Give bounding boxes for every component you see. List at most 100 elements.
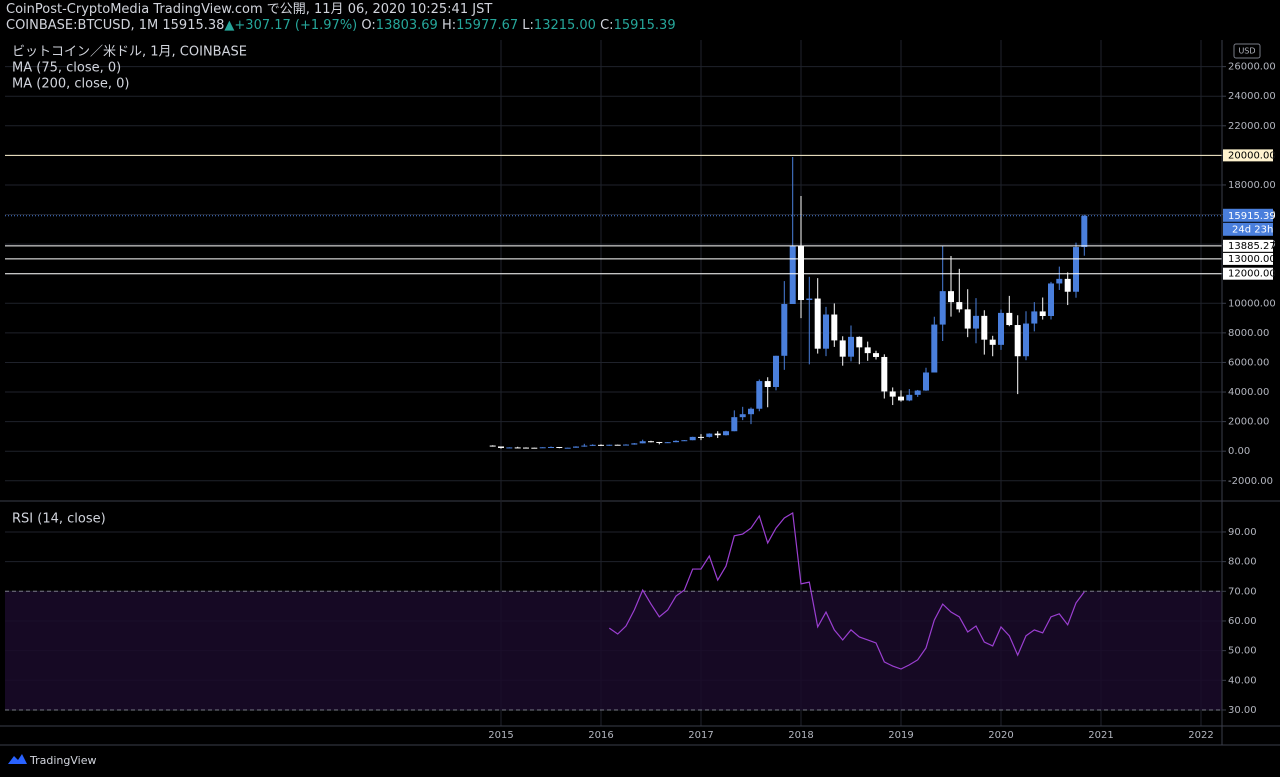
y-tick-label: -2000.00 <box>1228 476 1273 487</box>
candle-body <box>606 444 613 446</box>
candle-body <box>823 314 829 349</box>
level-label-bg <box>1223 252 1273 265</box>
candle-body <box>631 443 638 445</box>
candle-body <box>798 245 804 301</box>
candle-body <box>931 324 938 373</box>
candle-body <box>489 445 496 447</box>
candle-body <box>1081 215 1088 248</box>
y-tick-label: 70.00 <box>1228 586 1257 597</box>
candle-body <box>531 447 538 449</box>
candle-body <box>498 446 504 448</box>
candle-body <box>1056 278 1063 284</box>
y-tick-label: 26000.00 <box>1228 62 1276 73</box>
candle-body <box>781 304 788 356</box>
arrow: ▲ <box>224 18 235 33</box>
candle-body <box>1064 278 1071 292</box>
symbol-legend: ビットコイン／米ドル, 1月, COINBASE <box>12 45 247 60</box>
y-tick-label: 8000.00 <box>1228 328 1269 339</box>
candle-body <box>623 444 629 446</box>
publish-info: CoinPost-CryptoMedia TradingView.com で公開… <box>6 2 493 17</box>
y-tick-label: 10000.00 <box>1228 298 1276 309</box>
y-tick-label: 24000.00 <box>1228 91 1276 102</box>
candle-body <box>848 336 854 357</box>
level-label-bg <box>1223 267 1273 280</box>
change: +307.17 (+1.97%) <box>234 18 358 33</box>
candle-body <box>539 447 546 449</box>
candle-body <box>514 447 521 449</box>
candle-body <box>639 441 646 444</box>
candle-body <box>1031 311 1038 324</box>
logo <box>8 754 27 764</box>
candle-body <box>681 440 688 442</box>
y-tick-label: 60.00 <box>1228 616 1257 627</box>
candle-body <box>881 356 888 392</box>
candle-body <box>556 446 563 448</box>
x-tick-label: 2020 <box>988 730 1013 741</box>
x-tick-label: 2021 <box>1088 730 1113 741</box>
candle-body <box>506 447 513 449</box>
y-tick-label: 2000.00 <box>1228 417 1269 428</box>
candle-body <box>806 298 813 301</box>
ohlc-label: C: <box>600 18 614 33</box>
currency-label: USD <box>1238 47 1255 56</box>
candle-body <box>648 441 654 443</box>
level-label: 13000.00 <box>1228 254 1276 265</box>
candle-body <box>564 447 571 449</box>
candle-body <box>956 302 963 310</box>
symbol: COINBASE:BTCUSD, 1M <box>6 18 159 33</box>
candle-body <box>1039 311 1046 316</box>
candle-body <box>964 309 971 329</box>
header-line: COINBASE:BTCUSD, 1M 15915.38▲+307.17 (+1… <box>6 18 676 34</box>
candle-body <box>898 396 904 401</box>
candle-body <box>856 336 863 348</box>
candle-body <box>1073 247 1079 292</box>
candle-body <box>581 445 588 447</box>
y-tick-label: 40.00 <box>1228 675 1257 686</box>
currency-box <box>1233 43 1261 59</box>
candle-body <box>939 291 946 325</box>
candle-body <box>789 245 796 305</box>
ohlc-value: 15977.67 <box>456 18 519 33</box>
candle-body <box>948 291 954 303</box>
last-price-label: 15915.39 <box>1228 211 1276 222</box>
candle-body <box>873 353 879 357</box>
candle-body <box>673 440 679 443</box>
x-tick-label: 2016 <box>588 730 613 741</box>
ohlc-label: H: <box>441 18 457 33</box>
candle-body <box>981 315 988 340</box>
y-tick-label: 80.00 <box>1228 557 1257 568</box>
candle-body <box>998 312 1004 345</box>
x-tick-label: 2022 <box>1188 730 1213 741</box>
candle-body <box>814 298 821 349</box>
level-label-bg <box>1223 239 1273 252</box>
candle-body <box>1048 283 1054 316</box>
candle-body <box>714 433 721 436</box>
rsi-band <box>5 591 1222 710</box>
indicator-legend: MA (75, close, 0) <box>12 61 121 76</box>
ohlc-label: O: <box>361 18 376 33</box>
last: 15915.38 <box>162 18 225 33</box>
y-tick-label: 90.00 <box>1228 527 1257 538</box>
candle-body <box>656 441 663 443</box>
candle-body <box>864 347 871 354</box>
ohlc-value: 15915.39 <box>613 18 676 33</box>
y-tick-label: 30.00 <box>1228 705 1257 716</box>
candle-body <box>698 436 704 438</box>
candle-body <box>748 408 754 415</box>
candle-body <box>773 355 779 387</box>
y-tick-label: 50.00 <box>1228 646 1257 657</box>
candle-body <box>1014 325 1021 357</box>
candle-body <box>756 381 763 409</box>
candle-body <box>598 444 604 446</box>
y-tick-label: 6000.00 <box>1228 357 1269 368</box>
candle-body <box>889 391 896 397</box>
ohlc-label: L: <box>522 18 534 33</box>
candle-body <box>923 372 929 391</box>
candle-body <box>1023 323 1029 357</box>
ohlc-value: 13215.00 <box>533 18 596 33</box>
candle-body <box>706 433 713 437</box>
ohlc-value: 13803.69 <box>375 18 438 33</box>
candle-body <box>689 436 696 441</box>
level-label-bg <box>1223 149 1273 162</box>
